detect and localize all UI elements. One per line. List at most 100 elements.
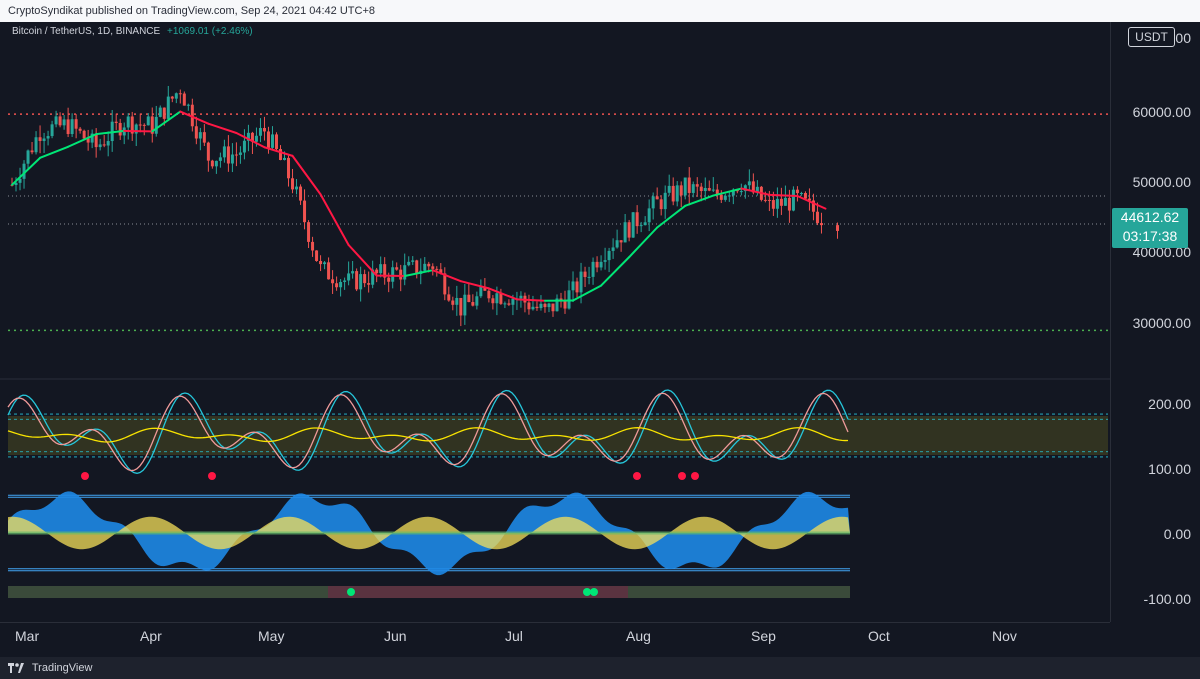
candle-body: [403, 265, 407, 280]
time-tick: Aug: [626, 628, 651, 644]
candle-body: [327, 262, 331, 280]
candle-body: [258, 127, 262, 136]
candle-body: [126, 116, 130, 128]
candle-body: [162, 107, 166, 119]
ma-segment: [656, 204, 687, 229]
ma-segment: [628, 226, 659, 259]
candle-body: [391, 267, 395, 282]
candle-body: [799, 193, 803, 195]
candle-body: [18, 178, 22, 183]
ma-segment: [459, 280, 490, 290]
candle-body: [495, 293, 499, 304]
time-tick: Jul: [505, 628, 523, 644]
candle-body: [86, 138, 90, 143]
candle-body: [711, 189, 715, 191]
candle-body: [270, 134, 274, 148]
ma-segment: [712, 187, 743, 197]
time-tick: Mar: [15, 628, 40, 644]
candle-body: [226, 146, 230, 164]
candle-body: [50, 124, 54, 137]
candle-body: [194, 126, 198, 139]
ma-segment: [291, 154, 322, 196]
symbol-change: +1069.01 (+2.46%): [166, 26, 253, 37]
ma-segment: [347, 244, 378, 277]
candle-body: [715, 189, 719, 195]
candle-body: [343, 280, 347, 282]
signal-dot-sell: [691, 472, 699, 480]
candle-body: [415, 260, 419, 274]
candle-body: [82, 130, 86, 139]
stoch-oscillator-pane: [7, 389, 1108, 474]
time-tick: Nov: [992, 628, 1017, 644]
signal-dot-buy: [347, 588, 355, 596]
candle-body: [154, 116, 158, 134]
candle-body: [363, 274, 367, 284]
ma-segment: [11, 156, 42, 186]
candle-body: [463, 294, 467, 316]
candle-body: [699, 186, 703, 192]
candle-body: [367, 283, 371, 285]
candle-body: [375, 269, 379, 274]
candle-body: [511, 298, 515, 305]
publish-text: CryptoSyndikat published on TradingView.…: [8, 5, 375, 17]
candle-body: [262, 127, 266, 132]
candle-body: [423, 263, 427, 271]
candle-body: [274, 134, 278, 150]
candle-body: [387, 277, 391, 282]
symbol-name: Bitcoin / TetherUS, 1D, BINANCE: [12, 26, 161, 37]
osc-tick: 200.00: [1148, 396, 1191, 412]
signal-dot-sell: [633, 472, 641, 480]
candle-body: [98, 144, 102, 148]
candle-body: [283, 157, 287, 160]
candle-body: [671, 185, 675, 202]
candle-body: [451, 300, 455, 305]
candle-body: [559, 298, 563, 301]
signal-dot-buy: [583, 588, 591, 596]
candle-body: [595, 261, 599, 268]
candle-body: [42, 138, 46, 141]
candle-body: [198, 132, 202, 139]
candle-body: [623, 222, 627, 243]
candle-body: [775, 198, 779, 209]
candle-body: [627, 222, 631, 238]
candle-body: [254, 135, 258, 142]
candle-body: [643, 222, 647, 226]
candle-body: [467, 294, 471, 303]
ma-segment: [151, 110, 182, 133]
price-axis[interactable]: 70000.00 60000.00 50000.00 40000.00 3000…: [1110, 22, 1200, 622]
candle-body: [547, 303, 551, 308]
candle-body: [431, 266, 435, 269]
ma-segment: [319, 193, 350, 246]
candle-body: [242, 140, 246, 153]
candle-body: [291, 178, 295, 190]
candle-body: [471, 302, 475, 306]
candle-body: [739, 191, 743, 193]
candle-body: [134, 124, 138, 134]
candle-body: [603, 260, 607, 262]
candle-body: [555, 298, 559, 312]
candle-body: [795, 189, 799, 194]
candle-body: [575, 281, 579, 293]
candle-body: [186, 104, 190, 106]
candle-body: [751, 181, 755, 193]
currency-button[interactable]: USDT: [1128, 27, 1175, 47]
candle-body: [836, 225, 840, 231]
price-tick: 40000.00: [1132, 244, 1191, 260]
symbol-info: Bitcoin / TetherUS, 1D, BINANCE +1069.01…: [12, 26, 253, 37]
ma-segment: [684, 194, 715, 207]
time-axis[interactable]: Mar Apr May Jun Jul Aug Sep Oct Nov: [0, 622, 1110, 649]
candle-body: [150, 116, 154, 134]
candle-body: [158, 107, 162, 117]
price-tick: 60000.00: [1132, 104, 1191, 120]
candle-body: [190, 104, 194, 127]
candle-body: [687, 177, 691, 193]
ma-segment: [39, 145, 70, 159]
candle-body: [587, 276, 591, 278]
footer: TradingView: [0, 657, 1200, 679]
candle-body: [38, 137, 42, 141]
candle-body: [303, 200, 307, 223]
candle-body: [543, 303, 547, 308]
candle-body: [599, 261, 603, 268]
footer-brand: TradingView: [31, 662, 93, 674]
